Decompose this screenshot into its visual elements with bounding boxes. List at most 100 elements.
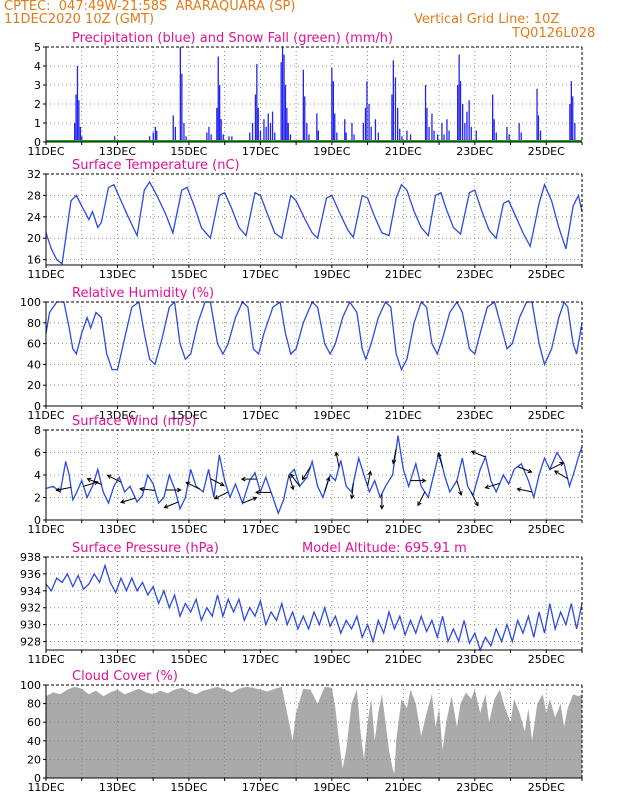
x-tick-label: 11DEC [27,145,64,158]
precip-bar [220,119,222,142]
precip-bar [364,107,367,142]
y-tick-label: 938 [20,551,41,564]
precip-bar [572,96,574,142]
precip-bar [76,66,79,142]
x-tick-label: 13DEC [99,523,136,536]
y-tick-label: 0 [34,400,41,413]
x-tick-label: 13DEC [99,268,136,281]
wind-arrow-shaft [120,497,136,503]
precip-bar [259,130,262,142]
precip-bar [78,100,80,142]
x-tick-label: 15DEC [170,781,207,794]
wind-arrow-head [139,486,144,492]
wind-arrow-head [470,450,476,455]
precip-bar [156,130,158,142]
precip-bar [183,123,185,142]
header-date: 11DEC2020 10Z (GMT) [4,12,155,27]
precip-bar [172,115,174,142]
precip-bar [506,126,508,142]
wind-arrow-head [421,478,427,483]
panel-title: Relative Humidity (%) [72,286,214,301]
precip-bar [569,104,571,142]
y-tick-label: 80 [27,317,41,330]
y-tick-label: 936 [20,568,41,581]
x-tick-label: 21DEC [385,523,422,536]
x-tick-label: 19DEC [313,268,350,281]
precip-bar [391,94,393,142]
x-tick-label: 23DEC [456,523,493,536]
precip-bar [351,123,353,142]
x-tick-label: 25DEC [528,409,565,422]
wind-arrow-head [185,481,191,486]
x-tick-label: 25DEC [528,523,565,536]
x-tick-label: 13DEC [99,781,136,794]
precip-bar [174,126,176,142]
precip-bar [409,134,412,142]
y-tick-label: 0 [34,514,41,527]
x-tick-label: 11DEC [27,409,64,422]
wind-arrow-head [93,480,99,486]
precip-bar [81,136,83,142]
precip-bar [458,54,460,142]
precip-bar [406,130,408,142]
x-tick-label: 15DEC [170,409,207,422]
x-tick-label: 23DEC [456,145,493,158]
wind-arrow-shaft [437,452,444,468]
precip-bar [574,123,576,142]
wind-arrow-shaft [351,483,354,499]
y-tick-label: 4 [34,60,41,73]
wind-arrow-shaft [288,474,294,490]
wind-arrow-head [527,468,533,474]
wind-arrow-shaft [554,470,568,480]
precip-bar [448,130,450,142]
wind-arrow-shaft [517,488,533,493]
y-tick-label: 2 [34,492,41,505]
precip-bar [304,96,306,142]
wind-arrow-shaft [210,478,225,486]
y-tick-label: 32 [27,168,41,181]
panel-title: Surface Pressure (hPa) [72,541,219,556]
wind-arrow-head [290,473,295,479]
y-tick-label: 20 [27,232,41,245]
x-tick-label: 11DEC [27,523,64,536]
precip-bar [518,123,520,142]
precip-bar [149,136,151,142]
x-tick-label: 19DEC [313,409,350,422]
precip-bar [265,126,267,142]
y-tick-label: 100 [20,679,41,692]
panel-title: Surface Temperature (nC) [72,158,240,173]
precip-bar [443,134,445,142]
precip-bar [397,107,399,142]
precip-bar [283,54,285,142]
precip-bar [267,113,269,142]
wind-arrow-shaft [324,477,330,493]
wind-arrow-shaft [185,481,200,490]
wind-arrow-head [301,475,307,481]
precip-bar [495,132,497,142]
wind-arrow-head [106,474,112,479]
wind-arrow-shaft [87,478,102,485]
cloud-cover-area [46,686,582,778]
wind-arrow-shaft [471,450,486,458]
y-tick-label: 40 [27,358,41,371]
x-tick-label: 11DEC [27,781,64,794]
precip-bar [208,126,210,142]
wind-arrow-head [484,484,490,490]
wind-arrow-head [163,504,169,509]
precip-bar [302,69,304,142]
y-tick-label: 1 [34,117,41,130]
x-tick-label: 25DEC [528,781,565,794]
y-tick-label: 60 [27,716,41,729]
y-tick-label: 928 [20,636,41,649]
x-tick-label: 17DEC [242,268,279,281]
series-line [45,180,583,266]
x-tick-label: 17DEC [242,523,279,536]
panel-title: Precipitation (blue) and Snow Fall (gree… [72,31,393,46]
precip-bar [470,126,472,142]
y-tick-label: 80 [27,698,41,711]
precip-bar [374,119,377,142]
wind-arrow-shaft [56,486,72,491]
precip-bar [424,85,427,142]
precip-bar [536,88,538,142]
